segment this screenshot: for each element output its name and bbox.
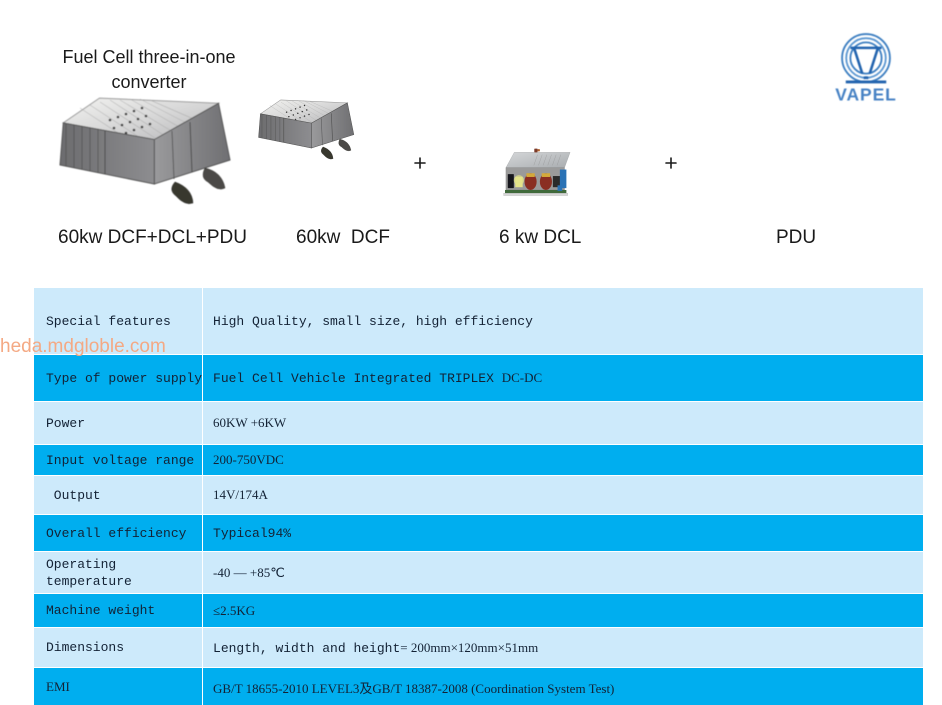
svg-text:VAPEL: VAPEL (835, 84, 897, 104)
